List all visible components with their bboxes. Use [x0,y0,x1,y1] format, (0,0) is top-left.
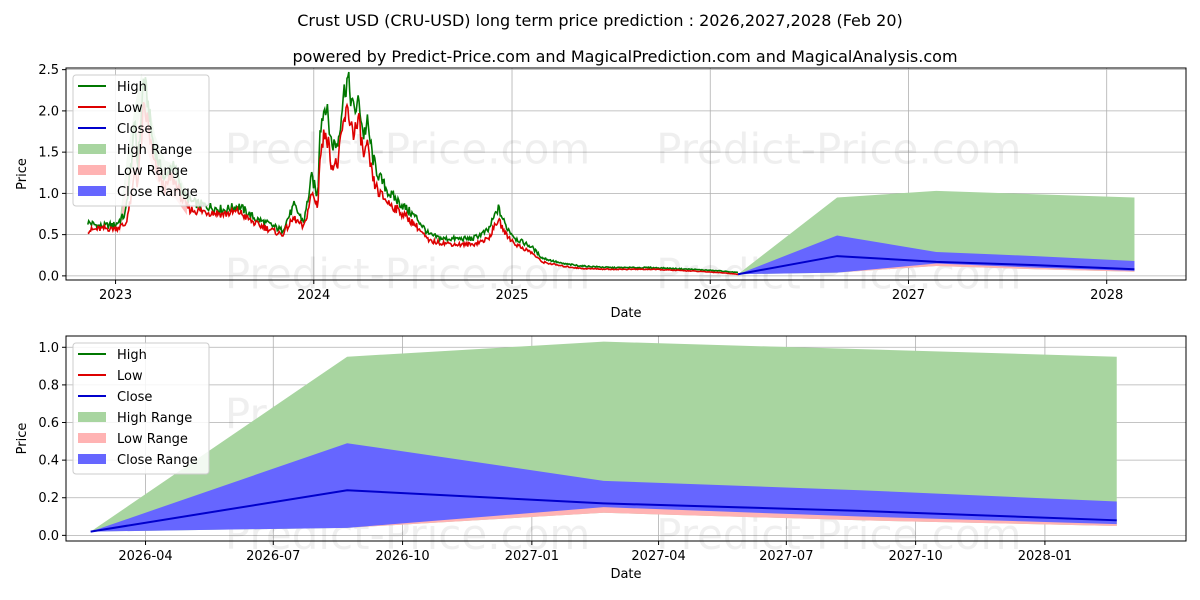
y-tick-label: 2.5 [38,63,59,78]
x-tick-label: 2026-07 [246,549,300,564]
x-axis-label: Date [610,306,641,321]
y-tick-label: 0.6 [38,416,59,431]
x-tick-label: 2025 [495,288,528,303]
legend-swatch [78,144,106,154]
chart-legend: High Low Close High Range Low Range Close Ran… [72,342,210,475]
legend-label: Low Range [117,164,188,179]
legend-label: Low [117,369,143,384]
x-tick-label: 2027 [892,288,925,303]
x-tick-label: 2027-10 [888,549,942,564]
axes-frame [65,335,1187,542]
x-tick-label: 2023 [99,288,132,303]
x-tick-label: 2027-01 [505,549,559,564]
x-tick-label: 2026-10 [375,549,429,564]
x-tick-label: 2028-01 [1018,549,1072,564]
close-series-line [737,255,1135,276]
x-axis-label: Date [610,567,641,582]
legend-label: High [117,348,147,363]
low-range-band [738,262,1135,275]
y-tick-label: 0.5 [38,228,59,243]
legend-swatch [78,412,106,422]
low-range-band [90,505,1117,532]
y-tick-label: 0.0 [38,529,59,544]
axes-frame [65,67,1187,281]
y-tick-label: 2.0 [38,104,59,119]
y-tick-label: 0.8 [38,378,59,393]
watermark-text: Predict-Price.com [225,249,590,298]
legend-swatch [78,186,106,196]
close-series-line [90,489,1117,533]
legend-label: Close [117,122,152,137]
history-chart-panel: Predict-Price.com Predict-Price.com Predic… [15,63,1187,321]
x-tick-label: 2026 [694,288,727,303]
legend-label: Close Range [117,185,198,200]
legend-label: Close [117,390,152,405]
y-tick-label: 0.2 [38,491,59,506]
chart-subtitle: powered by Predict-Price.com and Magical… [292,47,957,66]
close-range-band [90,443,1117,532]
chart-title: Crust USD (CRU-USD) long term price pred… [297,11,903,30]
legend-label: Low Range [117,432,188,447]
x-tick-label: 2027-07 [759,549,813,564]
legend-box [72,342,210,475]
legend-label: High Range [117,411,192,426]
low-series-line [87,101,738,276]
y-tick-label: 1.0 [38,187,59,202]
x-tick-label: 2028 [1090,288,1123,303]
legend-swatch [78,454,106,464]
legend-label: High Range [117,143,192,158]
legend-label: High [117,80,147,95]
legend-swatch [78,165,106,175]
y-axis-label: Price [15,423,30,455]
legend-label: Close Range [117,453,198,468]
legend-swatch [78,433,106,443]
forecast-chart-panel: Predict-Price.comPredict-Price.comPredic… [15,335,1187,582]
legend-box [72,74,210,207]
y-tick-label: 1.0 [38,341,59,356]
watermark-text: Predict-Price.com [656,124,1021,173]
y-tick-label: 0.0 [38,269,59,284]
legend-label: Low [117,101,143,116]
x-tick-label: 2024 [297,288,330,303]
y-axis-label: Price [15,158,30,190]
watermark-text: Predict-Price.com [225,124,590,173]
x-tick-label: 2027-04 [631,549,685,564]
y-tick-label: 0.4 [38,454,59,469]
chart-legend: High Low Close High Range Low Range Close Ran… [72,74,210,207]
y-tick-label: 1.5 [38,146,59,161]
x-tick-label: 2026-04 [118,549,172,564]
